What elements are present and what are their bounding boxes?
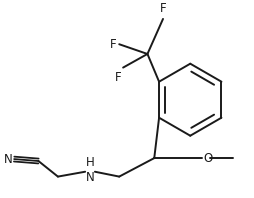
Text: F: F: [110, 38, 116, 51]
Text: N: N: [86, 171, 94, 184]
Text: F: F: [115, 71, 121, 85]
Text: F: F: [160, 2, 166, 15]
Text: H: H: [86, 156, 94, 169]
Text: O: O: [203, 152, 212, 165]
Text: N: N: [3, 153, 12, 166]
